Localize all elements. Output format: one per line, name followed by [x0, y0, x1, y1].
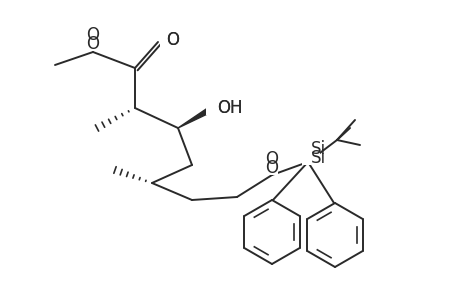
Text: O: O — [166, 31, 179, 49]
FancyBboxPatch shape — [265, 161, 277, 175]
Text: O: O — [166, 31, 179, 49]
Text: Si: Si — [310, 149, 325, 167]
Text: O: O — [86, 35, 99, 53]
Text: O: O — [265, 150, 278, 168]
Text: O: O — [86, 26, 99, 44]
Text: OH: OH — [217, 99, 242, 117]
Text: Si: Si — [310, 140, 325, 158]
Text: OH: OH — [217, 99, 242, 117]
Polygon shape — [178, 105, 214, 128]
FancyBboxPatch shape — [302, 151, 319, 165]
FancyBboxPatch shape — [160, 33, 172, 47]
Text: O: O — [265, 159, 278, 177]
FancyBboxPatch shape — [206, 101, 228, 115]
FancyBboxPatch shape — [87, 37, 99, 51]
